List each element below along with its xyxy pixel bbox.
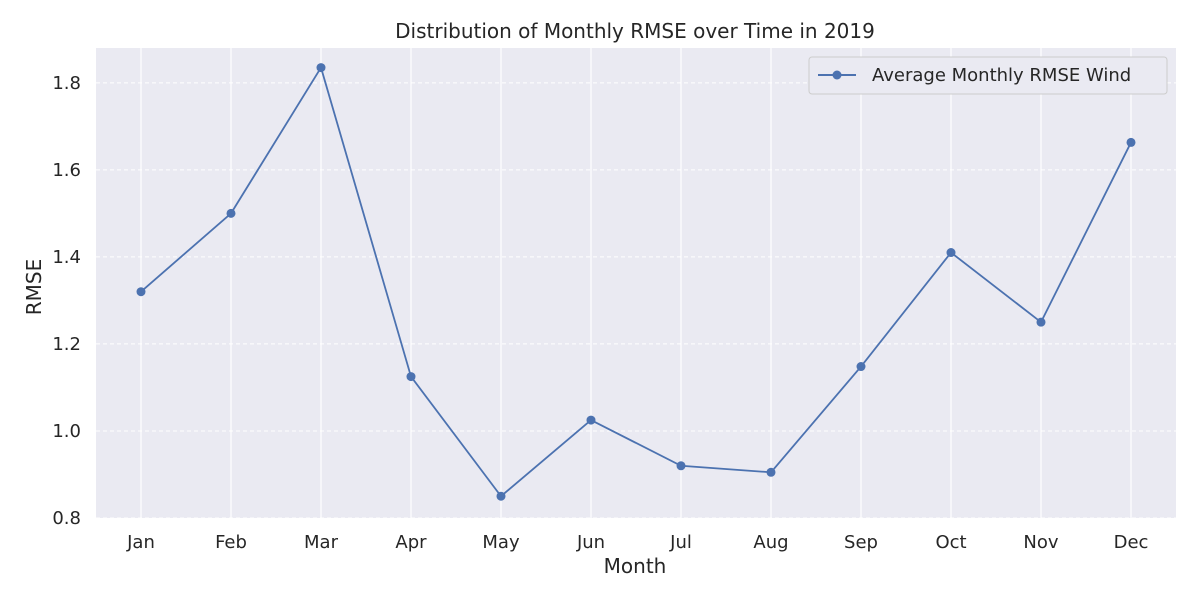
y-tick-label: 1.2: [52, 334, 81, 355]
data-point: [946, 248, 956, 258]
x-tick-label: Jan: [126, 532, 155, 553]
y-tick-label: 1.4: [52, 247, 81, 268]
x-tick-label: Sep: [844, 532, 878, 553]
y-tick-label: 1.6: [52, 160, 81, 181]
x-tick-label: Jun: [576, 532, 605, 553]
series-layer: [136, 63, 1136, 501]
legend-series-label: Average Monthly RMSE Wind: [872, 65, 1131, 86]
x-tick-label: Dec: [1114, 532, 1149, 553]
y-tick-label: 1.8: [52, 73, 81, 94]
data-point: [136, 287, 146, 297]
x-tick-label: Feb: [215, 532, 247, 553]
data-point: [1036, 317, 1046, 327]
tick-labels: Jan Feb Mar Apr May Jun Jul Aug Sep Oct Nov Dec 0.8 1…: [52, 73, 1148, 553]
data-point: [496, 491, 506, 501]
x-tick-label: Nov: [1023, 532, 1058, 553]
data-point: [586, 415, 596, 425]
x-tick-label: Mar: [304, 532, 339, 553]
x-tick-label: May: [482, 532, 520, 553]
data-point: [1126, 137, 1136, 147]
y-tick-label: 0.8: [52, 508, 81, 529]
data-point: [676, 461, 686, 471]
x-tick-label: Oct: [935, 532, 966, 553]
y-tick-label: 1.0: [52, 421, 81, 442]
legend: Average Monthly RMSE Wind: [808, 56, 1168, 95]
data-point: [316, 63, 326, 73]
x-tick-label: Aug: [753, 532, 788, 553]
chart-title: Distribution of Monthly RMSE over Time i…: [395, 19, 875, 43]
data-point: [406, 372, 416, 382]
data-point: [226, 208, 236, 218]
x-tick-label: Jul: [669, 532, 692, 553]
data-point: [856, 362, 866, 372]
legend-box: [808, 56, 1168, 95]
x-axis-label: Month: [604, 554, 667, 578]
data-point: [766, 467, 776, 477]
grid: [96, 48, 1176, 519]
plot-area: [96, 48, 1176, 518]
x-tick-label: Apr: [395, 532, 427, 553]
legend-point-marker: [832, 70, 842, 80]
y-axis-label: RMSE: [22, 259, 46, 315]
series-line: [140, 65, 1132, 498]
